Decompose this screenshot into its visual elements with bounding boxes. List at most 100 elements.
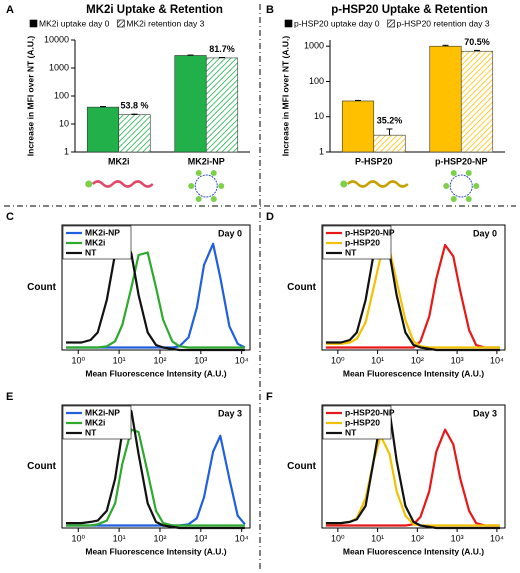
legend-label: p-HSP20-NP <box>345 407 395 417</box>
y-tick-label: 1000 <box>49 62 69 72</box>
x-axis-label: Mean Fluorescence Intensity (A.U.) <box>343 368 484 378</box>
legend-swatch <box>29 19 38 28</box>
legend-label: MK2i <box>85 417 105 427</box>
legend-label: p-HSP20 uptake day 0 <box>294 18 380 28</box>
icon-dot <box>465 170 472 177</box>
y-tick-label: 10000 <box>44 34 69 44</box>
bar <box>86 106 120 153</box>
legend-swatch <box>117 19 125 28</box>
annotation: 81.7% <box>209 44 235 54</box>
icon-helix <box>91 180 154 188</box>
y-axis-label: Increase in MFI over NT (A.U.) <box>25 36 35 157</box>
bar <box>460 50 494 153</box>
legend-swatch <box>387 19 395 28</box>
icon-dot <box>450 195 457 202</box>
bar <box>341 100 375 153</box>
y-tick-label: 1 <box>64 146 69 156</box>
legend-label: MK2i uptake day 0 <box>39 18 110 28</box>
legend-label: p-HSP20-NP <box>345 227 395 237</box>
x-tick-label: 10¹ <box>371 533 384 543</box>
icon-dot <box>210 195 217 202</box>
icon-np <box>194 174 218 198</box>
histogram-line <box>66 230 245 352</box>
histogram-line <box>325 410 500 530</box>
bar <box>118 114 151 153</box>
histogram-line <box>325 248 500 349</box>
icon-helix <box>346 180 409 188</box>
icon-dot <box>473 183 480 189</box>
icon-np <box>449 174 473 198</box>
panel-letter: A <box>6 4 14 16</box>
y-axis-label: Count <box>287 461 317 472</box>
legend-label: p-HSP20 retention day 3 <box>397 18 490 28</box>
histogram-line <box>325 434 500 527</box>
plot-frame <box>61 224 251 351</box>
legend-label: NT <box>345 427 357 437</box>
legend-label: NT <box>85 247 97 257</box>
y-tick-label: 1000 <box>304 41 324 51</box>
x-tick-label: 10³ <box>194 533 207 543</box>
legend-label: MK2i-NP <box>85 227 120 237</box>
y-tick-label: 10 <box>314 111 324 121</box>
panel-letter: C <box>6 211 14 223</box>
histogram-line <box>66 410 245 530</box>
legend-label: p-HSP20 <box>345 237 380 247</box>
x-tick-label: MK2i <box>108 156 130 166</box>
x-tick-label: p-HSP20-NP <box>435 156 488 166</box>
y-axis-label: Count <box>287 282 317 293</box>
x-tick-label: 10⁰ <box>71 355 85 365</box>
icon-dot <box>210 170 217 177</box>
annotation: 35.2% <box>377 115 403 125</box>
x-tick-label: 10² <box>411 533 424 543</box>
icon-dot <box>195 170 202 177</box>
bar <box>205 57 239 153</box>
histogram-line <box>66 434 246 527</box>
x-tick-label: MK2i-NP <box>188 156 225 166</box>
x-tick-label: 10¹ <box>113 533 126 543</box>
y-axis-label: Increase in MFI over NT (A.U.) <box>280 36 290 157</box>
icon-dot <box>340 180 348 188</box>
icon-dot <box>218 183 225 189</box>
panel-letter: F <box>266 391 273 403</box>
y-tick-label: 100 <box>54 90 69 100</box>
chart-title: MK2i Uptake & Retention <box>86 4 223 16</box>
icon-dot <box>85 180 93 188</box>
annotation: Day 3 <box>473 408 497 418</box>
histogram-line <box>66 251 245 349</box>
y-tick-label: 100 <box>309 76 324 86</box>
legend-label: MK2i retention day 3 <box>126 18 204 28</box>
icon-dot <box>450 170 457 177</box>
annotation: 70.5% <box>464 37 490 47</box>
annotation: Day 0 <box>473 228 497 238</box>
x-tick-label: P-HSP20 <box>355 156 393 166</box>
x-tick-label: 10⁴ <box>490 355 504 365</box>
plot-frame <box>321 224 506 351</box>
annotation: 53.8 % <box>120 101 148 111</box>
x-tick-label: 10³ <box>451 355 464 365</box>
x-tick-label: 10² <box>411 355 424 365</box>
histogram-line <box>66 242 246 349</box>
x-tick-label: 10⁰ <box>331 533 345 543</box>
x-tick-label: 10⁴ <box>235 355 249 365</box>
y-tick-label: 1 <box>319 146 324 156</box>
annotation: Day 3 <box>218 408 242 418</box>
x-tick-label: 10² <box>153 355 166 365</box>
x-tick-label: 10⁴ <box>235 533 249 543</box>
panel-letter: E <box>6 391 13 403</box>
legend-label: p-HSP20 <box>345 417 380 427</box>
chart-title: p-HSP20 Uptake & Retention <box>331 4 488 16</box>
x-tick-label: 10¹ <box>371 355 384 365</box>
x-tick-label: 10³ <box>451 533 464 543</box>
legend-label: MK2i-NP <box>85 407 120 417</box>
x-tick-label: 10⁴ <box>490 533 504 543</box>
x-tick-label: 10⁰ <box>71 533 85 543</box>
x-tick-label: 10² <box>153 533 166 543</box>
bar <box>429 45 462 153</box>
histogram-line <box>325 428 500 527</box>
legend-label: MK2i <box>85 237 105 247</box>
x-axis-label: Mean Fluorescence Intensity (A.U.) <box>85 368 226 378</box>
icon-dot <box>195 195 202 202</box>
histogram-line <box>66 428 245 527</box>
panel-letter: D <box>266 211 274 223</box>
